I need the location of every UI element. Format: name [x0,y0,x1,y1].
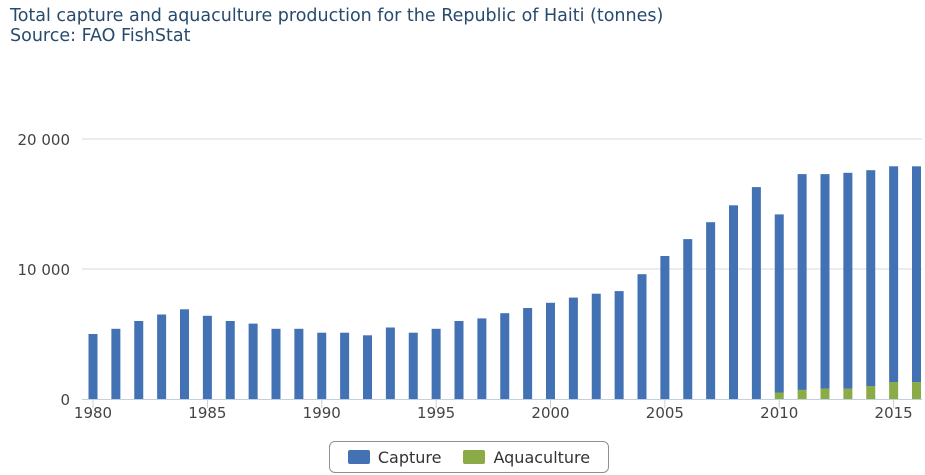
bars-layer [88,166,921,400]
bar-capture-2013[interactable] [843,172,853,389]
legend-item-aquaculture[interactable]: Aquaculture [463,448,590,467]
bar-capture-1995[interactable] [431,328,441,399]
bar-capture-1986[interactable] [225,321,235,399]
y-tick-label: 20 000 [18,131,71,149]
bar-capture-1983[interactable] [157,314,167,400]
bar-aquaculture-2011[interactable] [797,389,807,399]
x-tick-label: 1980 [74,404,112,422]
x-tick-label: 1985 [188,404,226,422]
bar-capture-1999[interactable] [523,308,533,399]
bar-aquaculture-2012[interactable] [820,388,830,399]
bar-capture-2014[interactable] [866,170,876,386]
bar-capture-2015[interactable] [889,166,899,383]
chart-subtitle: Source: FAO FishStat [10,26,191,46]
bar-aquaculture-2015[interactable] [889,382,899,399]
bar-capture-1997[interactable] [477,318,487,399]
axis-layer: 0 10 000 20 000 1980 1985 1990 1995 2000 2005 201… [18,131,922,422]
bar-aquaculture-2016[interactable] [912,382,921,399]
x-tick-label: 2010 [760,404,798,422]
legend-label-capture: Capture [377,447,442,467]
chart-title: Total capture and aquaculture production… [10,6,664,26]
legend-label-aquaculture: Aquaculture [493,447,591,467]
bar-aquaculture-2010[interactable] [774,392,784,400]
bar-capture-1991[interactable] [340,332,350,399]
x-tick-label: 1990 [303,404,341,422]
bar-capture-2006[interactable] [683,239,693,399]
bar-capture-2004[interactable] [637,274,647,399]
bar-capture-2005[interactable] [660,256,670,399]
bar-capture-1994[interactable] [408,332,418,399]
bar-capture-2011[interactable] [797,174,807,390]
bar-capture-1988[interactable] [271,328,281,399]
bar-capture-2008[interactable] [729,205,738,399]
legend-swatch-aquaculture [463,450,486,464]
chart-legend: Capture Aquaculture [329,441,609,473]
y-tick-label: 10 000 [18,261,71,279]
legend-swatch-capture [347,450,370,464]
bar-capture-2009[interactable] [751,187,761,399]
bar-capture-1984[interactable] [180,309,189,399]
bar-capture-1990[interactable] [317,332,327,399]
x-tick-label: 2005 [646,404,684,422]
bar-capture-1989[interactable] [294,328,304,399]
bar-aquaculture-2014[interactable] [866,386,876,399]
bar-capture-2012[interactable] [820,174,830,389]
x-tick-label: 1995 [417,404,455,422]
bar-capture-1980[interactable] [88,334,98,399]
bar-capture-2002[interactable] [591,293,601,399]
bar-capture-2000[interactable] [546,302,555,399]
y-tick-label: 0 [60,391,70,409]
bar-capture-1993[interactable] [385,327,395,400]
bar-capture-2016[interactable] [912,166,921,383]
x-tick-label: 2015 [875,404,913,422]
bar-capture-2010[interactable] [774,214,784,393]
bar-capture-1982[interactable] [134,321,144,399]
bar-capture-2001[interactable] [568,297,578,399]
x-tick-label: 2000 [531,404,569,422]
legend-item-capture[interactable]: Capture [347,447,442,467]
bar-capture-1996[interactable] [454,321,464,399]
bar-capture-1985[interactable] [202,315,212,399]
bar-capture-1992[interactable] [363,335,372,399]
chart-title-block: Total capture and aquaculture production… [10,6,663,46]
bar-capture-2007[interactable] [706,222,716,399]
bar-capture-1981[interactable] [111,328,121,399]
bar-aquaculture-2013[interactable] [843,388,853,399]
bar-capture-1998[interactable] [500,313,510,399]
grid-layer [82,138,922,270]
bar-capture-2003[interactable] [614,291,624,399]
bar-capture-1987[interactable] [248,323,258,399]
